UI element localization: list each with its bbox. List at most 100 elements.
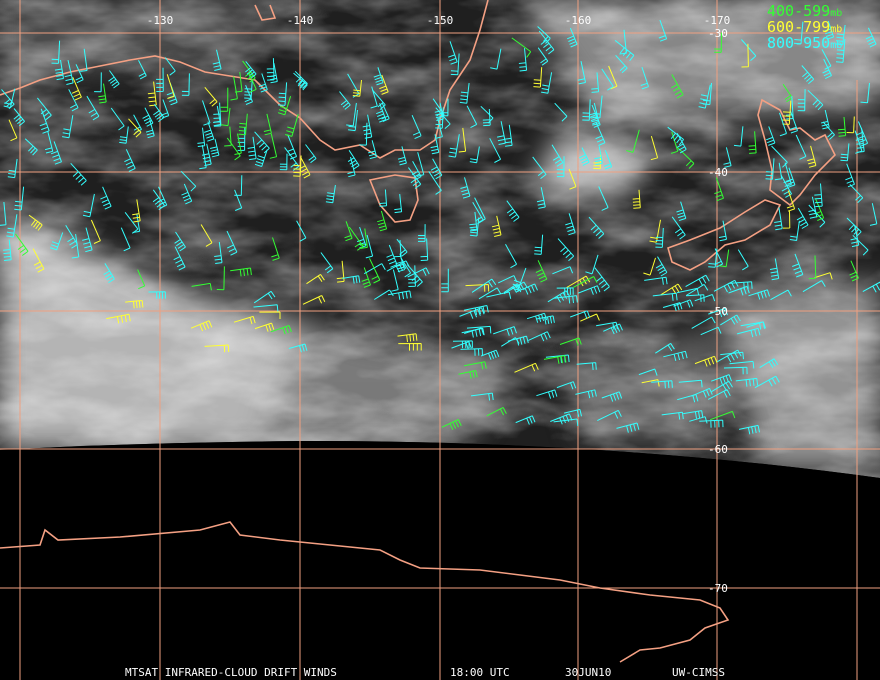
wind-barb — [125, 300, 144, 309]
wind-barb — [448, 41, 458, 65]
wind-barb — [691, 387, 713, 398]
wind-barb — [837, 116, 847, 137]
wind-barb — [407, 267, 430, 278]
wind-barb — [284, 147, 300, 171]
wind-barb — [789, 110, 798, 134]
wind-barb — [24, 138, 38, 156]
wind-barb — [801, 65, 815, 85]
wind-barb — [397, 146, 407, 166]
wind-barb — [245, 61, 257, 79]
wind-barb — [70, 162, 87, 186]
wind-barb — [849, 260, 859, 282]
labels: -130 -140 -150 -160 -170-30 -40 -50 -60 -70 400-5… — [125, 2, 842, 679]
wind-barb — [408, 265, 416, 287]
wind-barb — [226, 137, 241, 161]
wind-barb — [515, 283, 538, 295]
wind-barb — [166, 74, 175, 99]
wind-barb — [515, 415, 536, 425]
wind-barb — [770, 289, 792, 301]
wind-barb — [720, 351, 744, 360]
wind-barb — [598, 186, 609, 211]
wind-barb — [655, 256, 668, 277]
wind-barb — [204, 86, 218, 107]
wind-barb — [54, 59, 64, 81]
wind-barb — [528, 331, 551, 342]
wind-barb — [82, 227, 93, 253]
wind-barb — [212, 49, 222, 71]
wind-barb — [741, 43, 749, 68]
wind-barb — [190, 320, 213, 332]
legend-entry: 600-799mb — [767, 18, 842, 36]
wind-barb — [368, 140, 378, 160]
wind-barb — [461, 327, 485, 338]
wind-barb — [835, 24, 846, 46]
wind-barb — [86, 95, 100, 121]
wind-barb — [28, 214, 43, 231]
wind-barb — [293, 155, 302, 177]
wind-barb — [471, 278, 497, 293]
wind-barb — [578, 147, 590, 166]
wind-barb — [685, 283, 709, 296]
wind-barb — [430, 158, 443, 180]
wind-barb — [626, 129, 640, 153]
wind-barb — [711, 380, 733, 393]
wind-barb — [391, 269, 399, 292]
wind-barb — [465, 284, 490, 292]
legend-unit: mb — [830, 24, 842, 35]
wind-barb — [774, 162, 783, 181]
wind-barb — [719, 249, 730, 268]
wind-barb — [568, 168, 577, 190]
wind-barb — [735, 377, 759, 387]
wind-barb — [387, 290, 412, 300]
longitude-label: -140 — [287, 14, 314, 27]
wind-barb — [271, 237, 280, 261]
wind-barb — [153, 104, 165, 123]
wind-barb — [556, 156, 565, 178]
wind-barb — [361, 267, 371, 288]
wind-barb — [7, 158, 18, 179]
wind-barb — [603, 150, 613, 170]
wind-barb — [1, 89, 15, 110]
wind-barb — [537, 47, 549, 66]
wind-barb — [738, 424, 760, 435]
wind-barb — [266, 58, 275, 81]
wind-barb — [339, 91, 351, 110]
wind-barb — [285, 114, 299, 137]
wind-barb — [82, 193, 95, 218]
wind-barb — [0, 201, 7, 226]
wind-barb — [124, 149, 136, 172]
wind-barb — [588, 216, 605, 239]
wind-barb — [797, 89, 806, 112]
latitude-label: -40 — [708, 166, 728, 179]
wind-barb — [595, 122, 606, 146]
wind-barb — [486, 291, 512, 299]
wind-barb — [662, 302, 683, 312]
wind-barb — [691, 316, 716, 329]
wind-barb — [258, 73, 268, 93]
wind-barb — [736, 327, 761, 338]
wind-barb — [230, 267, 252, 277]
wind-barb — [103, 263, 115, 284]
wind-barb — [589, 102, 600, 126]
wind-barb — [526, 312, 548, 323]
wind-barb — [728, 285, 750, 296]
wind-barb — [792, 253, 804, 278]
wind-barb — [106, 313, 131, 324]
wind-barb — [71, 234, 80, 259]
wind-barb — [782, 83, 793, 103]
wind-barb — [120, 227, 131, 252]
wind-barb — [100, 186, 112, 210]
legend-label: 800-950 — [767, 34, 830, 52]
wind-barb — [616, 422, 640, 433]
wind-barb — [238, 113, 248, 136]
wind-barb — [347, 150, 360, 170]
wind-barb — [748, 131, 757, 154]
wind-barb — [576, 362, 597, 371]
wind-barb — [846, 217, 862, 238]
wind-barb — [650, 135, 659, 161]
wind-barb — [469, 146, 480, 164]
wind-barb — [325, 185, 336, 204]
wind-barb — [379, 189, 388, 207]
wind-barb — [164, 57, 176, 76]
wind-barb — [493, 326, 517, 336]
